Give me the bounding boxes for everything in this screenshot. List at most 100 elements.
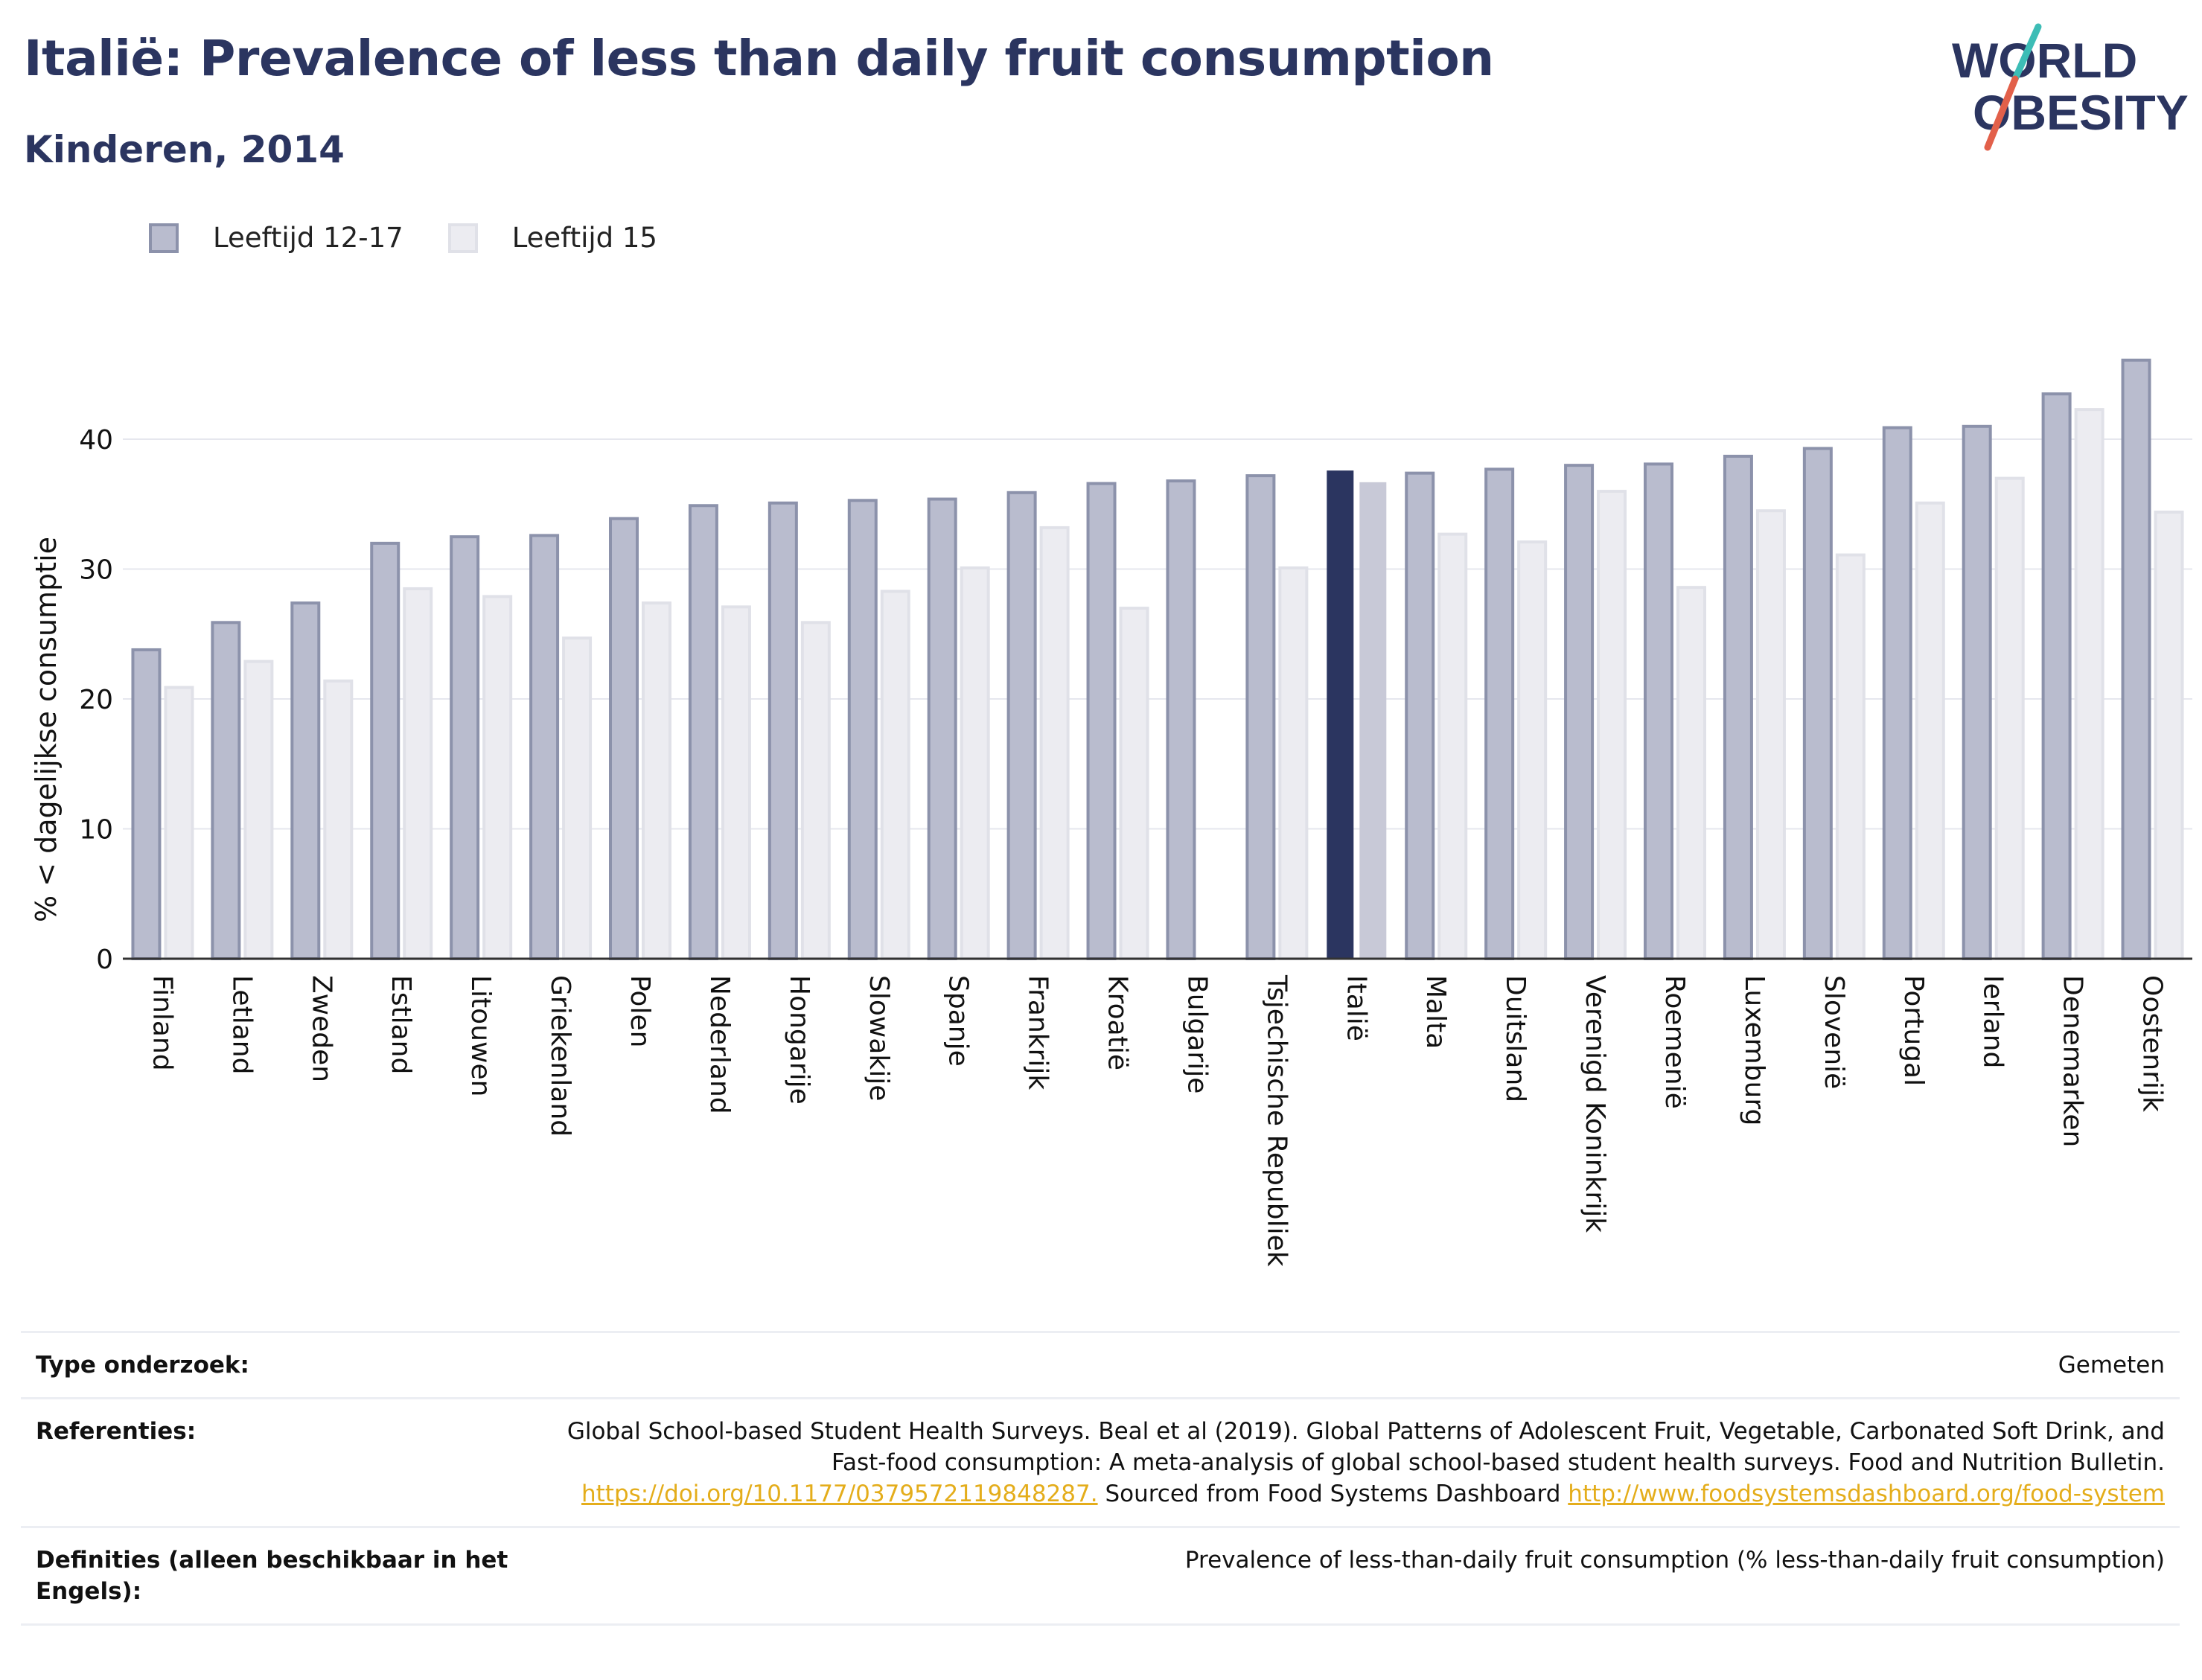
bar-oostenrijk-age-15[interactable] [2154, 510, 2184, 960]
bar-slovenie-age-15[interactable] [1835, 553, 1866, 960]
y-tick-label: 0 [96, 945, 113, 975]
bar-letland-age-15[interactable] [243, 659, 274, 961]
bar-litouwen-age-15[interactable] [482, 595, 513, 961]
bar-litouwen-age-12-17[interactable] [450, 535, 480, 960]
info-footer: Type onderzoek: Gemeten Referenties: Glo… [21, 1331, 2180, 1626]
definitions-label: Definities (alleen beschikbaar in het En… [36, 1547, 508, 1605]
bar-italie-age-12-17[interactable] [1327, 470, 1354, 959]
bar-frankrijk-age-12-17[interactable] [1006, 491, 1037, 960]
bar-malta-age-15[interactable] [1437, 532, 1468, 960]
legend-item-age-12-17[interactable]: Leeftijd 12-17 [149, 222, 403, 254]
references-value: Global School-based Student Health Surve… [557, 1416, 2165, 1510]
x-tick-label-nederland: Nederland [704, 975, 735, 1114]
footer-row-definitions: Definities (alleen beschikbaar in het En… [21, 1526, 2180, 1626]
footer-row-references: Referenties: Global School-based Student… [21, 1397, 2180, 1526]
bar-slowakije-age-12-17[interactable] [847, 499, 878, 960]
bar-denemarken-age-12-17[interactable] [2041, 392, 2072, 960]
survey-type-value: Gemeten [2058, 1352, 2165, 1379]
bar-kroatie-age-12-17[interactable] [1086, 482, 1117, 960]
logo-slash-top [2011, 23, 2042, 83]
logo-text-world: WORLD [1952, 33, 2137, 88]
x-tick-label-estland: Estland [386, 975, 416, 1074]
bar-nederland-age-15[interactable] [721, 605, 751, 960]
bar-kroatie-age-15[interactable] [1119, 607, 1149, 960]
bar-duitsland-age-12-17[interactable] [1484, 467, 1515, 960]
x-tick-label-bulgarije: Bulgarije [1181, 975, 1212, 1093]
survey-type-label: Type onderzoek: [36, 1352, 249, 1379]
bar-frankrijk-age-15[interactable] [1039, 526, 1070, 960]
x-tick-label-denemarken: Denemarken [2058, 975, 2088, 1147]
logo-slash-bottom [1984, 75, 2019, 151]
food-systems-link[interactable]: http://www.foodsystemsdashboard.org/food… [1568, 1481, 2165, 1507]
bar-estland-age-15[interactable] [403, 587, 433, 960]
bar-polen-age-15[interactable] [642, 601, 671, 960]
bar-hongarije-age-12-17[interactable] [767, 501, 798, 960]
x-tick-label-frankrijk: Frankrijk [1023, 975, 1053, 1090]
bars [131, 358, 2184, 961]
x-tick-label-kroatie: Kroatië [1102, 975, 1133, 1070]
x-tick-label-malta: Malta [1420, 975, 1451, 1049]
bar-tsjechische-republiek-age-15[interactable] [1278, 566, 1309, 960]
x-tick-label-letland: Letland [226, 975, 257, 1074]
chart-title: Italië: Prevalence of less than daily fr… [24, 30, 1494, 87]
bar-zweden-age-15[interactable] [323, 679, 354, 960]
references-label: Referenties: [36, 1418, 197, 1445]
bar-verenigd-koninkrijk-age-12-17[interactable] [1564, 464, 1595, 960]
bar-estland-age-12-17[interactable] [370, 541, 400, 960]
bar-polen-age-12-17[interactable] [609, 517, 639, 960]
x-tick-label-oostenrijk: Oostenrijk [2137, 975, 2168, 1112]
definitions-value: Prevalence of less-than-daily fruit cons… [1184, 1547, 2165, 1574]
bar-finland-age-15[interactable] [164, 686, 194, 960]
bar-griekenland-age-12-17[interactable] [529, 534, 560, 960]
bar-verenigd-koninkrijk-age-15[interactable] [1597, 490, 1627, 960]
footer-row-survey-type: Type onderzoek: Gemeten [21, 1331, 2180, 1397]
bar-luxemburg-age-12-17[interactable] [1723, 454, 1753, 960]
bar-tsjechische-republiek-age-12-17[interactable] [1245, 474, 1276, 960]
y-axis-label: % < dagelijkse consumptie [30, 537, 63, 922]
x-tick-label-slovenie: Slovenië [1819, 975, 1849, 1089]
x-tick-label-finland: Finland [147, 975, 177, 1071]
y-tick-label: 20 [79, 685, 113, 715]
bar-nederland-age-12-17[interactable] [688, 504, 718, 960]
x-tick-label-italie: Italië [1341, 975, 1371, 1041]
bar-slowakije-age-15[interactable] [880, 590, 910, 960]
x-tick-label-griekenland: Griekenland [545, 975, 575, 1137]
bar-roemenie-age-15[interactable] [1676, 586, 1706, 960]
bar-portugal-age-12-17[interactable] [1882, 426, 1912, 960]
legend-swatch-age-15 [447, 223, 478, 253]
bar-hongarije-age-15[interactable] [800, 621, 831, 960]
x-tick-label-tsjechische-republiek: Tsjechische Republiek [1261, 974, 1292, 1267]
y-tick-label: 30 [79, 555, 113, 586]
x-tick-label-litouwen: Litouwen [465, 975, 496, 1096]
bar-finland-age-12-17[interactable] [131, 648, 162, 960]
bar-oostenrijk-age-12-17[interactable] [2121, 358, 2151, 960]
chart-legend: Leeftijd 12-17 Leeftijd 15 [149, 222, 702, 254]
bar-italie-age-15[interactable] [1359, 482, 1387, 959]
bar-slovenie-age-12-17[interactable] [1802, 447, 1833, 960]
bar-luxemburg-age-15[interactable] [1755, 509, 1786, 960]
bar-ierland-age-12-17[interactable] [1962, 424, 1992, 960]
bar-letland-age-12-17[interactable] [211, 621, 241, 960]
bar-denemarken-age-15[interactable] [2074, 408, 2104, 960]
references-text: Global School-based Student Health Surve… [567, 1418, 2165, 1476]
bar-ierland-age-15[interactable] [1994, 476, 2025, 960]
bar-duitsland-age-15[interactable] [1517, 540, 1548, 960]
x-tick-label-verenigd-koninkrijk: Verenigd Koninkrijk [1580, 975, 1610, 1233]
bar-portugal-age-15[interactable] [1915, 501, 1945, 960]
legend-label-age-15: Leeftijd 15 [511, 222, 657, 254]
bar-spanje-age-12-17[interactable] [927, 497, 957, 960]
bar-bulgarije-age-12-17[interactable] [1166, 479, 1196, 960]
x-tick-label-spanje: Spanje [943, 975, 974, 1067]
bar-roemenie-age-12-17[interactable] [1644, 462, 1673, 960]
bar-zweden-age-12-17[interactable] [290, 601, 321, 960]
bar-malta-age-12-17[interactable] [1405, 471, 1435, 960]
bar-griekenland-age-15[interactable] [562, 636, 593, 960]
bar-chart: Finland Letland Zweden Estland Litouwen Griek… [30, 358, 2192, 1267]
x-tick-label-portugal: Portugal [1898, 975, 1929, 1086]
bar-spanje-age-15[interactable] [960, 566, 990, 960]
x-tick-label-duitsland: Duitsland [1500, 975, 1531, 1102]
x-tick-labels: Finland Letland Zweden Estland Litouwen Griek… [147, 974, 2167, 1267]
grid-lines [123, 438, 2192, 830]
legend-item-age-15[interactable]: Leeftijd 15 [447, 222, 657, 254]
doi-link[interactable]: https://doi.org/10.1177/0379572119848287… [581, 1481, 1098, 1507]
